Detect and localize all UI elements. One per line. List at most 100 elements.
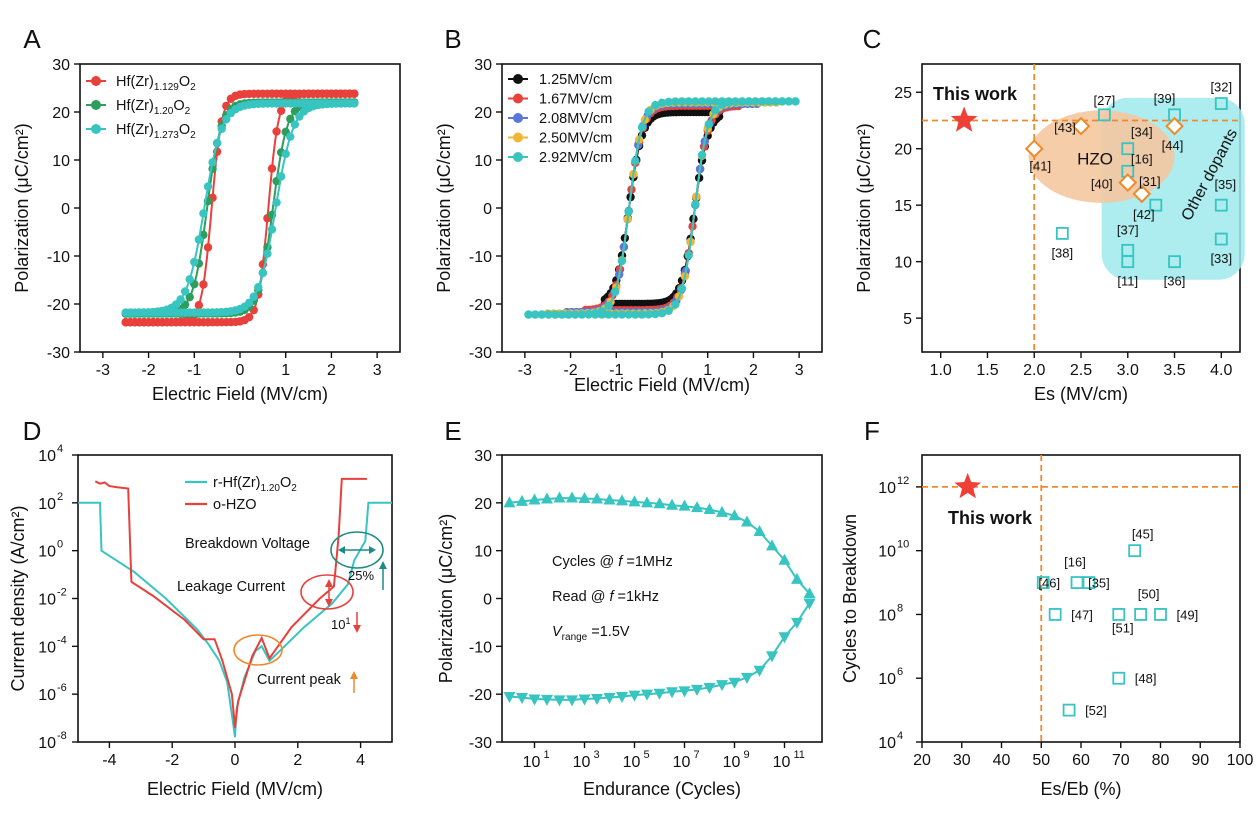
x-tick-label: 2.5	[1070, 362, 1092, 379]
y-tick-label: -30	[47, 345, 70, 362]
panel-E: 10 1 10 3 10 5 10 7 10 9 10 11-30-20-100102030Endur…	[436, 448, 823, 799]
dopant-marker	[1097, 108, 1111, 122]
data-point	[276, 172, 286, 181]
data-point	[616, 692, 628, 704]
arrow-head	[325, 579, 333, 587]
y-tick-label: 10	[52, 153, 70, 170]
legend-marker	[513, 74, 523, 84]
data-point	[286, 114, 295, 124]
data-point	[671, 97, 680, 106]
y-tick-label: -30	[469, 735, 492, 752]
y-tick-exponent: 8	[897, 602, 903, 614]
ref-label: [16]	[1064, 555, 1086, 570]
y-tick-label: 10	[38, 639, 56, 656]
hzo-marker	[1118, 173, 1138, 193]
x-tick-label: 10	[773, 754, 791, 771]
legend-text: Hf(Zr)	[116, 122, 154, 138]
data-point	[778, 632, 791, 644]
ref-label: [43]	[1054, 120, 1076, 135]
legend-marker	[513, 113, 523, 123]
legend-marker	[91, 124, 101, 134]
arrow-head	[379, 561, 387, 569]
data-point	[684, 251, 693, 260]
y-tick-exponent: -6	[57, 682, 67, 694]
x-axis-label: Endurance (Cycles)	[583, 779, 741, 799]
data-point	[637, 123, 647, 132]
dopant-marker	[1149, 198, 1163, 212]
x-tick-label: 2	[749, 362, 758, 379]
x-tick-label: -4	[102, 752, 116, 769]
data-point	[753, 525, 766, 537]
annotation-pct: 25%	[348, 568, 374, 583]
legend-sub: 1.20	[261, 483, 281, 494]
y-axis-label: Polarization (μC/cm²)	[12, 123, 32, 292]
legend-text: O	[280, 475, 291, 491]
dopant-marker	[1168, 255, 1181, 269]
x-tick-exponent: 11	[794, 749, 805, 761]
legend-sub: 2	[291, 483, 297, 494]
data-point	[258, 268, 268, 278]
ref-label: [33]	[1210, 251, 1232, 266]
x-tick-label: 10	[623, 754, 641, 771]
legend-sub: 1.20	[154, 106, 174, 117]
data-point	[249, 292, 258, 301]
data-point	[717, 97, 727, 106]
data-point	[604, 301, 613, 310]
data-point	[571, 310, 580, 319]
hysteresis-branch-down	[125, 92, 355, 324]
x-tick-label: 70	[1112, 752, 1130, 769]
data-marker	[1082, 576, 1096, 589]
y-tick-label: 30	[474, 448, 492, 465]
data-point	[657, 98, 667, 108]
data-point	[624, 310, 633, 319]
data-point	[766, 651, 778, 663]
x-tick-label: 1.0	[930, 362, 952, 379]
y-tick-label: 10	[38, 687, 56, 704]
x-tick-label: 1	[703, 362, 712, 379]
legend-text: Hf(Zr)	[116, 74, 154, 90]
data-point	[578, 492, 591, 504]
data-point	[281, 149, 290, 159]
data-point	[553, 491, 566, 503]
data-point	[199, 209, 208, 218]
y-tick-label: -10	[47, 249, 70, 266]
legend-entry: 1.25MV/cm	[539, 72, 612, 88]
hzo-marker	[1071, 116, 1091, 136]
condition-text: Vrange =1.5V	[552, 624, 630, 643]
y-tick-label: 30	[474, 57, 492, 74]
legend-text: r-Hf(Zr)	[213, 475, 261, 491]
data-point	[208, 158, 217, 167]
x-tick-exponent: 3	[594, 749, 600, 761]
data-point	[530, 310, 540, 319]
data-point	[803, 598, 816, 610]
annotation-ellipse	[233, 634, 283, 666]
data-point	[664, 97, 673, 107]
data-point	[516, 693, 528, 705]
y-tick-label: 0	[61, 201, 70, 218]
arrow-head	[350, 671, 358, 679]
data-point	[716, 680, 728, 692]
data-point	[611, 287, 620, 296]
x-tick-label: 10	[673, 754, 691, 771]
data-marker	[1154, 608, 1167, 621]
data-point	[217, 124, 226, 134]
data-point	[691, 200, 700, 209]
data-point	[263, 249, 272, 258]
text-italic: f	[609, 589, 615, 605]
data-point	[591, 693, 603, 705]
legend-sub: 1.273	[154, 130, 179, 141]
data-point	[711, 97, 720, 106]
y-tick-label: 20	[474, 105, 492, 122]
data-point	[272, 198, 281, 207]
x-tick-label: 3	[373, 362, 382, 379]
y-tick-exponent: -8	[57, 730, 67, 742]
x-tick-label: 0	[231, 752, 240, 769]
x-tick-label: 20	[913, 752, 931, 769]
data-point	[691, 501, 703, 513]
data-point	[603, 693, 616, 705]
data-marker	[1112, 608, 1126, 621]
data-point	[784, 97, 794, 106]
data-point	[222, 115, 231, 124]
data-point	[566, 491, 578, 503]
decade-base: 10	[331, 617, 345, 632]
